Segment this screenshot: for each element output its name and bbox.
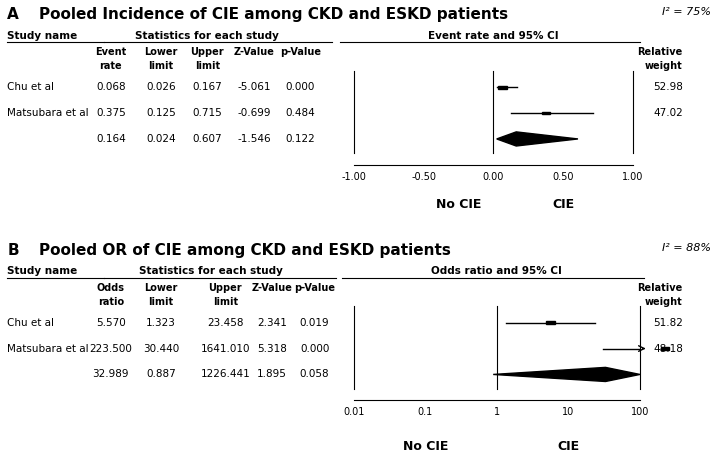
Polygon shape: [497, 132, 578, 146]
Text: 0.026: 0.026: [146, 82, 176, 92]
Text: 51.82: 51.82: [653, 317, 683, 328]
Text: Chu et al: Chu et al: [7, 317, 54, 328]
Text: 0.607: 0.607: [192, 134, 222, 144]
Text: 23.458: 23.458: [207, 317, 244, 328]
Text: 1: 1: [494, 407, 500, 417]
Text: Lower: Lower: [144, 47, 177, 57]
Text: Upper: Upper: [208, 283, 242, 292]
Text: 5.570: 5.570: [96, 317, 126, 328]
Text: 0.058: 0.058: [300, 369, 330, 380]
Text: ratio: ratio: [98, 297, 124, 307]
Text: Z-Value: Z-Value: [251, 283, 292, 292]
Text: limit: limit: [148, 297, 174, 307]
Text: Event rate and 95% CI: Event rate and 95% CI: [428, 31, 558, 41]
Text: -1.00: -1.00: [342, 172, 366, 182]
Text: CIE: CIE: [558, 440, 579, 454]
Text: limit: limit: [212, 297, 238, 307]
Text: 2.341: 2.341: [257, 317, 287, 328]
Text: 0.1: 0.1: [418, 407, 433, 417]
Text: 0.887: 0.887: [146, 369, 176, 380]
Text: No CIE: No CIE: [403, 440, 448, 454]
Text: 0.000: 0.000: [300, 343, 330, 354]
Text: 0.375: 0.375: [96, 108, 126, 118]
Text: 5.318: 5.318: [257, 343, 287, 354]
Bar: [541, 112, 550, 114]
Text: -5.061: -5.061: [237, 82, 270, 92]
Text: -0.699: -0.699: [237, 108, 270, 118]
Text: CIE: CIE: [552, 198, 574, 211]
Text: B: B: [7, 243, 19, 258]
Polygon shape: [493, 367, 640, 382]
Text: 1226.441: 1226.441: [200, 369, 250, 380]
Text: 0.01: 0.01: [343, 407, 365, 417]
Text: Z-Value: Z-Value: [233, 47, 275, 57]
Text: limit: limit: [148, 61, 174, 71]
Text: limit: limit: [194, 61, 220, 71]
Text: 0.068: 0.068: [96, 82, 126, 92]
Text: 1.895: 1.895: [257, 369, 287, 380]
Text: 223.500: 223.500: [89, 343, 132, 354]
Text: 0.019: 0.019: [300, 317, 330, 328]
Text: Relative: Relative: [638, 47, 683, 57]
Text: 52.98: 52.98: [653, 82, 683, 92]
Text: 0.125: 0.125: [146, 108, 176, 118]
Text: 0.164: 0.164: [96, 134, 126, 144]
Text: 0.715: 0.715: [192, 108, 222, 118]
Text: Pooled Incidence of CIE among CKD and ESKD patients: Pooled Incidence of CIE among CKD and ES…: [39, 7, 508, 22]
Text: Event: Event: [95, 47, 127, 57]
Text: 1641.010: 1641.010: [200, 343, 250, 354]
Text: 0.50: 0.50: [552, 172, 574, 182]
Text: I² = 88%: I² = 88%: [662, 243, 711, 252]
Text: A: A: [7, 7, 19, 22]
Text: Odds: Odds: [97, 283, 125, 292]
Text: rate: rate: [99, 61, 122, 71]
Text: 0.00: 0.00: [483, 172, 504, 182]
Text: Statistics for each study: Statistics for each study: [139, 266, 283, 276]
Text: Matsubara et al: Matsubara et al: [7, 108, 89, 118]
Bar: [498, 86, 508, 89]
Text: 100: 100: [631, 407, 649, 417]
Text: 1.323: 1.323: [146, 317, 176, 328]
Text: Study name: Study name: [7, 31, 77, 41]
Text: Relative: Relative: [638, 283, 683, 292]
Text: Study name: Study name: [7, 266, 77, 276]
Text: Upper: Upper: [190, 47, 225, 57]
Text: weight: weight: [645, 61, 683, 71]
Text: Chu et al: Chu et al: [7, 82, 54, 92]
Text: No CIE: No CIE: [436, 198, 481, 211]
Text: 32.989: 32.989: [92, 369, 129, 380]
Text: I² = 75%: I² = 75%: [662, 7, 711, 17]
Text: 0.024: 0.024: [146, 134, 176, 144]
Text: 0.484: 0.484: [285, 108, 315, 118]
Text: 47.02: 47.02: [653, 108, 683, 118]
Text: Statistics for each study: Statistics for each study: [135, 31, 280, 41]
Text: 10: 10: [562, 407, 575, 417]
Text: weight: weight: [645, 297, 683, 307]
Text: 0.000: 0.000: [285, 82, 315, 92]
Text: Odds ratio and 95% CI: Odds ratio and 95% CI: [431, 266, 563, 276]
Text: -0.50: -0.50: [411, 172, 436, 182]
Text: 30.440: 30.440: [143, 343, 179, 354]
Text: p-Value: p-Value: [280, 47, 321, 57]
Text: 0.167: 0.167: [192, 82, 222, 92]
Text: Matsubara et al: Matsubara et al: [7, 343, 89, 354]
Text: 48.18: 48.18: [653, 343, 683, 354]
Bar: [546, 321, 555, 324]
Text: 0.122: 0.122: [285, 134, 315, 144]
Text: 1.00: 1.00: [622, 172, 644, 182]
Text: -1.546: -1.546: [237, 134, 271, 144]
Text: Lower: Lower: [144, 283, 177, 292]
Text: Pooled OR of CIE among CKD and ESKD patients: Pooled OR of CIE among CKD and ESKD pati…: [39, 243, 451, 258]
Bar: [661, 347, 669, 350]
Text: p-Value: p-Value: [294, 283, 335, 292]
